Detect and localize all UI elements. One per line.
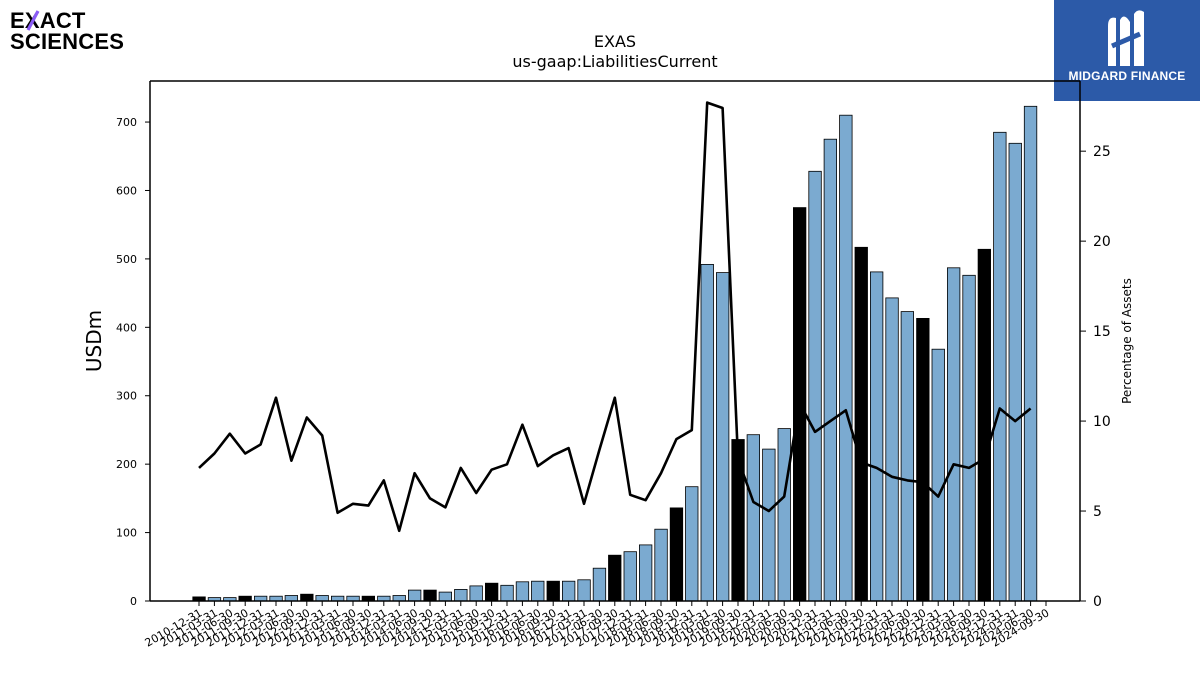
bar xyxy=(546,580,560,602)
logo-line-2: SCIENCES xyxy=(10,29,125,54)
exact-sciences-logo: EXACT SCIENCES xyxy=(10,10,130,54)
bar xyxy=(669,507,684,602)
y-tick-label: 700 xyxy=(116,116,137,129)
midgard-finance-logo: MIDGARD FINANCE xyxy=(1054,0,1200,101)
bar xyxy=(977,248,991,602)
y2-tick-label: 0 xyxy=(1093,594,1102,610)
y2-tick-label: 15 xyxy=(1093,324,1111,340)
bar xyxy=(284,595,299,602)
bar xyxy=(700,263,714,602)
bar xyxy=(407,589,422,602)
bar xyxy=(931,348,945,602)
bar xyxy=(608,554,622,602)
bar xyxy=(500,584,514,602)
y-tick-label: 500 xyxy=(116,253,137,266)
y-tick-label: 0 xyxy=(130,595,137,608)
bar xyxy=(300,593,314,602)
bar xyxy=(469,585,483,602)
bar xyxy=(423,589,437,602)
y2-tick-label: 20 xyxy=(1093,234,1111,250)
bar xyxy=(531,580,545,602)
y2-tick-label: 5 xyxy=(1093,504,1102,520)
bar xyxy=(885,297,899,602)
bar xyxy=(592,567,607,602)
bar xyxy=(438,591,453,602)
percentage-line xyxy=(198,101,1032,533)
bar xyxy=(654,528,668,602)
bar xyxy=(746,434,760,602)
bar xyxy=(947,267,961,602)
chart-subtitle: us-gaap:LiabilitiesCurrent xyxy=(512,52,718,71)
bar xyxy=(1023,105,1038,602)
bar xyxy=(808,170,822,602)
y-axis-label: USDm xyxy=(82,310,106,372)
y-tick-label: 400 xyxy=(116,321,137,334)
bar xyxy=(562,580,576,602)
midgard-mark-icon xyxy=(1108,10,1144,67)
bar xyxy=(839,114,853,602)
y-tick-label: 600 xyxy=(116,184,137,197)
bar xyxy=(685,486,699,602)
y-tick-label: 300 xyxy=(116,390,137,403)
chart-title: EXAS xyxy=(593,32,637,51)
bar xyxy=(1008,142,1022,602)
bar xyxy=(623,551,637,602)
y2-tick-label: 25 xyxy=(1093,144,1111,160)
y-tick-label: 200 xyxy=(116,458,137,471)
bar xyxy=(854,246,868,602)
bar xyxy=(962,274,976,602)
bar xyxy=(392,595,406,602)
bar xyxy=(639,544,653,602)
bar xyxy=(777,428,791,602)
bar xyxy=(762,448,776,602)
bar xyxy=(716,272,730,602)
bar xyxy=(454,589,468,602)
bar xyxy=(484,582,499,602)
y-tick-label: 100 xyxy=(116,527,137,540)
bar xyxy=(515,581,530,602)
y2-tick-label: 10 xyxy=(1093,414,1111,430)
y2-axis-label: Percentage of Assets xyxy=(1120,278,1134,404)
bar xyxy=(993,131,1007,602)
bar xyxy=(870,271,884,602)
logo-accent-icon xyxy=(26,10,40,31)
midgard-brand-text: MIDGARD FINANCE xyxy=(1068,69,1186,83)
bar xyxy=(823,138,837,602)
bar xyxy=(900,311,914,602)
bar xyxy=(916,317,930,602)
bar xyxy=(315,595,329,602)
bar xyxy=(731,439,745,602)
bar xyxy=(577,579,591,602)
